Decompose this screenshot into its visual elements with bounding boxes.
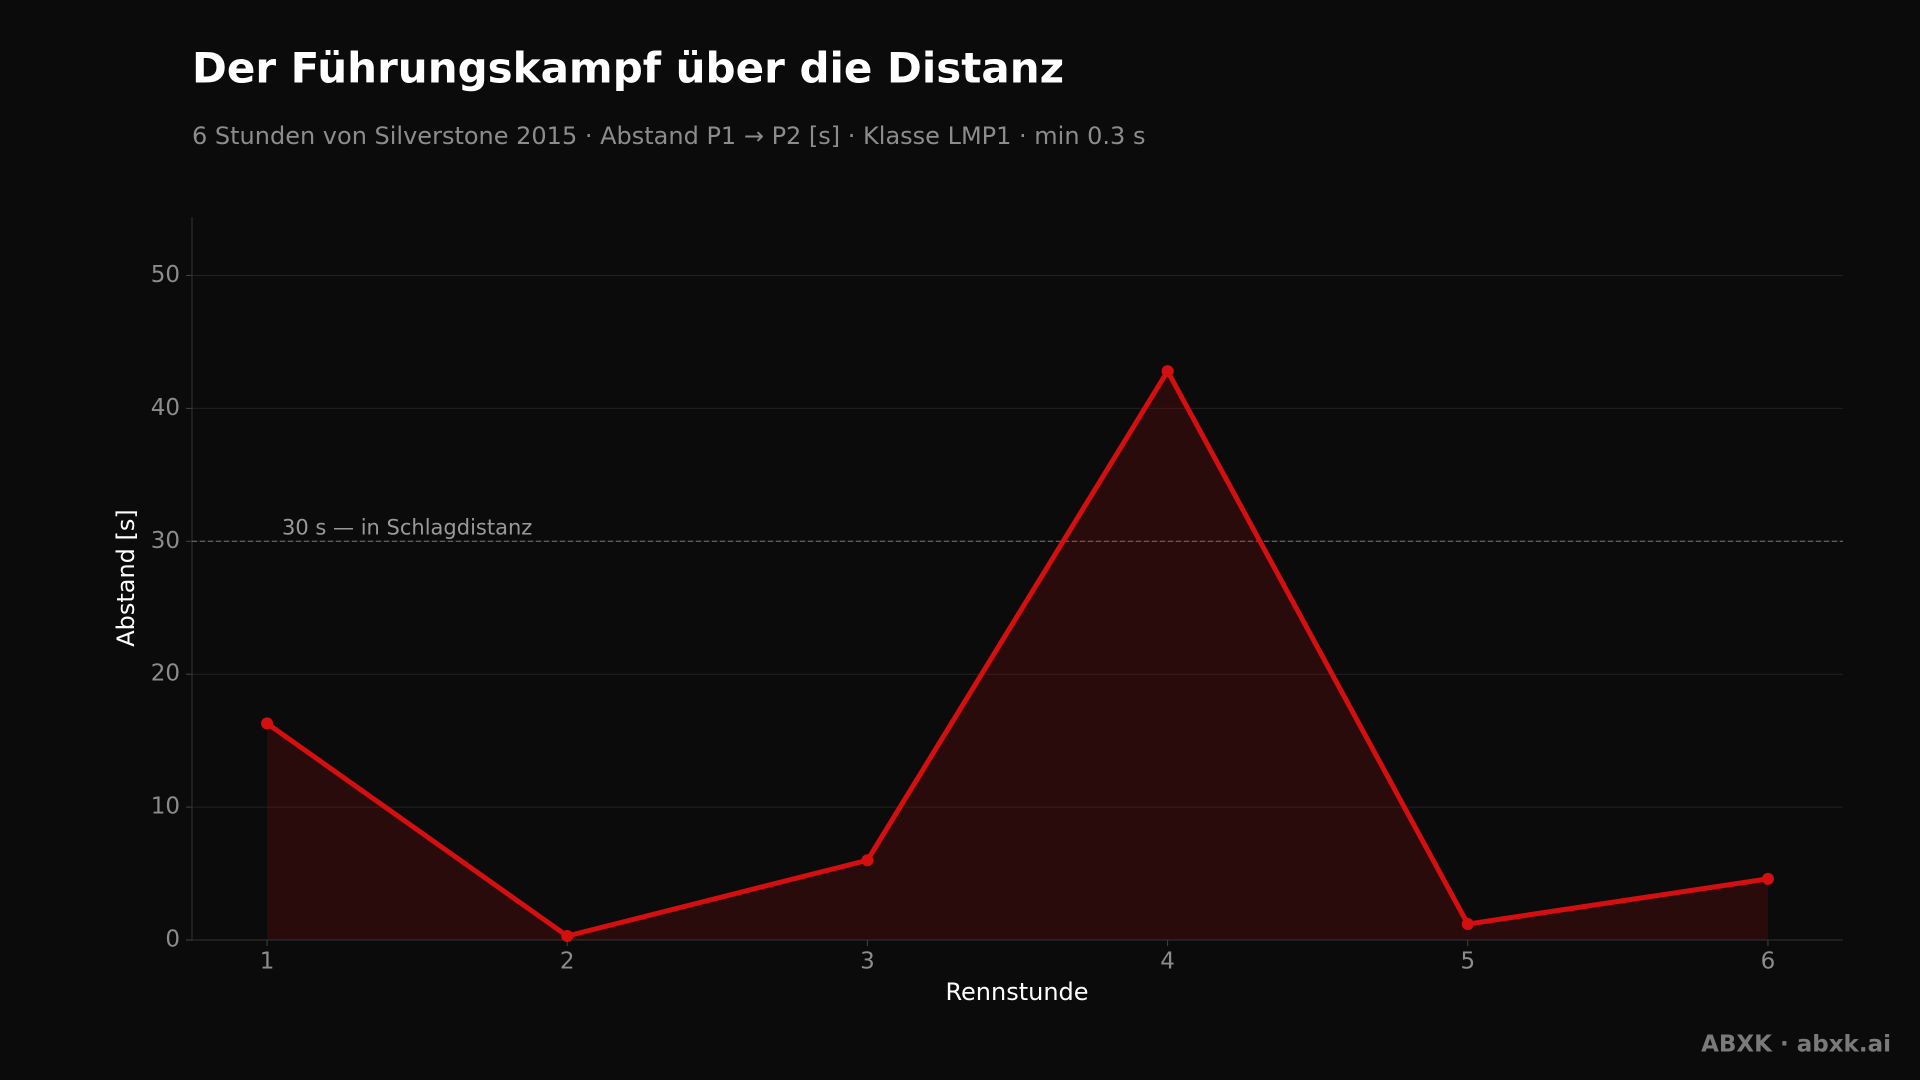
x-tick-label: 4 <box>1160 949 1175 975</box>
point <box>1761 872 1774 885</box>
x-tick-label: 2 <box>560 949 575 975</box>
chart-title: Der Führungskampf über die Distanz <box>192 44 1064 93</box>
point <box>261 717 274 730</box>
x-tick-label: 1 <box>260 949 275 975</box>
point <box>561 930 574 943</box>
point <box>1461 918 1474 931</box>
reference-label: 30 s — in Schlagdistanz <box>282 515 532 539</box>
line <box>265 368 1769 939</box>
x-tick-label: 5 <box>1460 949 1475 975</box>
y-tick-label: 30 <box>151 528 180 554</box>
x-tick-label: 3 <box>860 949 875 975</box>
y-tick-label: 0 <box>165 927 180 953</box>
y-tick-label: 10 <box>151 794 180 820</box>
point <box>1161 365 1174 378</box>
y-tick-label: 40 <box>151 395 180 421</box>
area <box>267 371 1768 940</box>
y-tick-label: 50 <box>151 262 180 288</box>
point <box>861 854 874 867</box>
y-axis-label: Abstand [s] <box>112 509 140 647</box>
y-tick-label: 20 <box>151 661 180 687</box>
credit: ABXK · abxk.ai <box>1701 1032 1891 1058</box>
x-tick-label: 6 <box>1761 949 1776 975</box>
x-axis-label: Rennstunde <box>945 978 1088 1006</box>
chart-subtitle: 6 Stunden von Silverstone 2015 · Abstand… <box>192 122 1145 150</box>
